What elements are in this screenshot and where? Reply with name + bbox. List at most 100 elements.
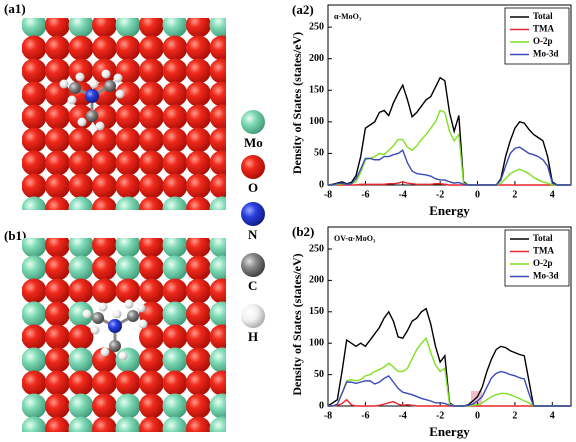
atom-label: H [248, 329, 258, 344]
atom [186, 301, 211, 327]
atom [209, 127, 226, 153]
atom [209, 347, 226, 373]
y-axis-label: Density of States (states/eV) [290, 253, 304, 395]
chart-title: α-MoO₃ [334, 12, 362, 21]
y-tick-label: 150 [309, 306, 324, 317]
atom [139, 238, 164, 258]
atom [209, 278, 226, 304]
x-tick-label: -6 [361, 410, 369, 421]
atom [45, 196, 70, 210]
atom [22, 35, 47, 61]
atom [22, 238, 47, 258]
atom [162, 347, 188, 373]
atom [45, 104, 70, 130]
atom [209, 58, 226, 84]
atom [139, 416, 164, 432]
panel-label: (a2) [292, 2, 314, 17]
atom [209, 324, 226, 350]
molecule [82, 299, 148, 361]
atom-swatch [241, 155, 265, 179]
atom [186, 324, 211, 350]
atom [115, 35, 141, 61]
atom [92, 416, 117, 432]
atom [68, 238, 94, 258]
atom [209, 81, 226, 107]
atom [162, 173, 188, 199]
atom [22, 18, 47, 38]
atom [115, 255, 141, 281]
y-axis-label: Density of States (states/eV) [290, 32, 304, 174]
atom [209, 301, 226, 327]
atom [186, 127, 211, 153]
x-tick-label: 0 [475, 189, 480, 200]
atom-swatch [241, 110, 265, 134]
panel-label: (b2) [292, 224, 314, 239]
atom [68, 416, 94, 432]
atom [22, 196, 47, 210]
atom [115, 238, 141, 258]
atom [186, 347, 211, 373]
atom [22, 370, 47, 396]
atom [92, 127, 117, 153]
atom [92, 370, 117, 396]
atom [22, 301, 47, 327]
atom [162, 238, 188, 258]
series-line [327, 76, 571, 186]
atom [139, 370, 164, 396]
y-tick-label: 200 [309, 275, 324, 286]
atom [68, 370, 94, 396]
y-tick-label: 0 [319, 179, 324, 190]
atom-label: C [248, 278, 257, 293]
atom [45, 301, 70, 327]
atom [68, 324, 94, 350]
y-tick-label: 200 [309, 53, 324, 64]
x-tick-label: -8 [324, 189, 332, 200]
atom [45, 370, 70, 396]
atom [209, 238, 226, 258]
atom [139, 347, 164, 373]
x-axis-label: Energy [429, 424, 470, 439]
panel-label: (b1) [4, 228, 26, 243]
y-tick-label: 50 [314, 148, 324, 159]
atom [162, 150, 188, 176]
legend-label: Mo-3d [533, 49, 559, 59]
atom-label: Mo [244, 135, 263, 150]
atom [209, 196, 226, 210]
atom [209, 18, 226, 38]
atom [115, 150, 141, 176]
y-tick-label: 100 [309, 337, 324, 348]
atom [162, 127, 188, 153]
series-line [328, 181, 571, 186]
atom [22, 393, 47, 419]
atom [186, 104, 211, 130]
atom-swatch [241, 202, 265, 226]
atom [45, 58, 70, 84]
atom [92, 18, 117, 38]
atom [139, 393, 164, 419]
x-tick-label: 4 [550, 189, 555, 200]
x-tick-label: 2 [512, 189, 517, 200]
series-line [328, 109, 571, 186]
atom [22, 416, 47, 432]
atom [186, 196, 211, 210]
atom [45, 416, 70, 432]
atom [22, 324, 47, 350]
atom [162, 370, 188, 396]
atom [115, 393, 141, 419]
atom [186, 393, 211, 419]
atom [186, 416, 211, 432]
atom [22, 347, 47, 373]
atom [139, 196, 164, 210]
atom [162, 416, 188, 432]
atom [209, 416, 226, 432]
atom [92, 150, 117, 176]
atom [92, 196, 117, 210]
y-tick-label: 100 [309, 116, 324, 127]
x-tick-label: -8 [324, 410, 332, 421]
x-tick-label: 4 [550, 410, 555, 421]
atom [162, 255, 188, 281]
atom [92, 278, 117, 304]
atom [162, 81, 188, 107]
atom [92, 393, 117, 419]
x-tick-label: 0 [475, 410, 480, 421]
